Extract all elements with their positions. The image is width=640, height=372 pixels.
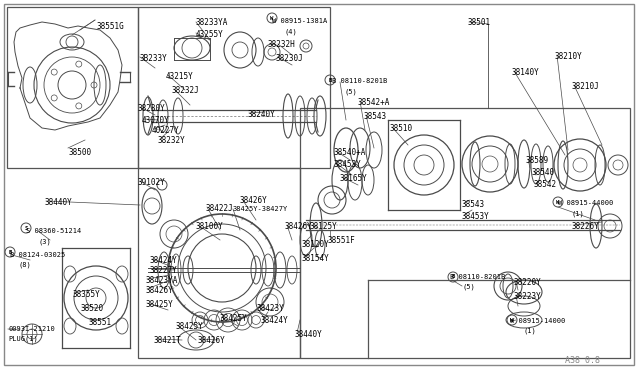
Text: W 08915-14000: W 08915-14000 xyxy=(510,318,565,324)
Text: W: W xyxy=(510,317,514,323)
Text: (1): (1) xyxy=(524,328,537,334)
Text: 38233YA: 38233YA xyxy=(196,18,228,27)
Text: 38210J: 38210J xyxy=(572,82,600,91)
Bar xyxy=(138,7,330,168)
Text: 38424Y: 38424Y xyxy=(150,256,178,265)
Text: 38453Y: 38453Y xyxy=(462,212,490,221)
Text: 38424Y: 38424Y xyxy=(261,316,289,325)
Text: 38426Y: 38426Y xyxy=(285,222,313,231)
Bar xyxy=(300,108,630,358)
Text: 38140Y: 38140Y xyxy=(512,68,540,77)
Text: 38540+A: 38540+A xyxy=(334,148,366,157)
Text: B 08110-8201B: B 08110-8201B xyxy=(450,274,505,280)
Text: B: B xyxy=(451,275,454,279)
Text: 38425Y: 38425Y xyxy=(175,322,203,331)
Text: 38440Y: 38440Y xyxy=(44,198,72,207)
Text: 38232Y: 38232Y xyxy=(158,136,186,145)
Text: 38426Y: 38426Y xyxy=(145,286,173,295)
Text: 43070Y: 43070Y xyxy=(142,116,170,125)
Text: 38510: 38510 xyxy=(390,124,413,133)
Text: 40227Y: 40227Y xyxy=(152,126,180,135)
Text: 3B233Y: 3B233Y xyxy=(140,54,168,63)
Text: 38227Y: 38227Y xyxy=(150,266,178,275)
Text: 38440Y: 38440Y xyxy=(295,330,323,339)
Text: 0093I-21210: 0093I-21210 xyxy=(8,326,55,332)
Text: W: W xyxy=(556,199,559,205)
Text: 38425Y: 38425Y xyxy=(220,314,248,323)
Text: 38154Y: 38154Y xyxy=(302,254,330,263)
Text: 38230Y: 38230Y xyxy=(138,104,166,113)
Text: 38501: 38501 xyxy=(468,18,491,27)
Text: 38422J: 38422J xyxy=(205,204,233,213)
Text: (5): (5) xyxy=(463,284,476,291)
Text: 38423Y: 38423Y xyxy=(257,304,285,313)
Text: (5): (5) xyxy=(345,88,358,94)
Text: 38500: 38500 xyxy=(68,148,91,157)
Text: 38226Y: 38226Y xyxy=(572,222,600,231)
Text: (8): (8) xyxy=(18,262,31,269)
Text: 38551: 38551 xyxy=(88,318,111,327)
Text: 38543: 38543 xyxy=(462,200,485,209)
Text: 38542+A: 38542+A xyxy=(358,98,390,107)
Text: W: W xyxy=(270,16,274,20)
Text: A38 0.8: A38 0.8 xyxy=(565,356,600,365)
Text: 38421T: 38421T xyxy=(154,336,182,345)
Text: W 08915-1381A: W 08915-1381A xyxy=(272,18,327,24)
Bar xyxy=(138,168,300,358)
Text: B: B xyxy=(8,250,12,254)
Text: S: S xyxy=(24,225,28,231)
Text: 38423YA: 38423YA xyxy=(145,276,177,285)
Text: 38223Y: 38223Y xyxy=(514,292,541,301)
Text: B 08110-8201B: B 08110-8201B xyxy=(332,78,387,84)
Text: 38220Y: 38220Y xyxy=(514,278,541,287)
Text: (4): (4) xyxy=(285,28,298,35)
Text: 38540: 38540 xyxy=(532,168,555,177)
Text: 38100Y: 38100Y xyxy=(196,222,224,231)
Text: B 08124-03025: B 08124-03025 xyxy=(10,252,65,258)
Text: 38551F: 38551F xyxy=(328,236,356,245)
Text: 38542: 38542 xyxy=(534,180,557,189)
Text: (3): (3) xyxy=(38,238,51,244)
Text: 43215Y: 43215Y xyxy=(166,72,194,81)
Text: 38355Y: 38355Y xyxy=(72,290,100,299)
Text: 43255Y: 43255Y xyxy=(196,30,224,39)
Text: 38426Y: 38426Y xyxy=(197,336,225,345)
Text: 38520: 38520 xyxy=(80,304,103,313)
Text: 38453Y: 38453Y xyxy=(334,160,362,169)
Text: 38232J: 38232J xyxy=(172,86,200,95)
Bar xyxy=(7,7,138,168)
Text: B: B xyxy=(328,77,332,83)
Text: (1): (1) xyxy=(572,210,585,217)
Text: 38426Y: 38426Y xyxy=(240,196,268,205)
Text: 38551G: 38551G xyxy=(96,22,124,31)
Text: 38543: 38543 xyxy=(364,112,387,121)
Text: W 08915-44000: W 08915-44000 xyxy=(558,200,613,206)
Text: 38120Y: 38120Y xyxy=(302,240,330,249)
Text: 38210Y: 38210Y xyxy=(555,52,583,61)
Text: 38232H: 38232H xyxy=(268,40,296,49)
Text: 39102Y: 39102Y xyxy=(138,178,166,187)
Text: 38125Y: 38125Y xyxy=(310,222,338,231)
Text: 38425Y: 38425Y xyxy=(145,300,173,309)
Text: 38230J: 38230J xyxy=(276,54,304,63)
Text: S 08360-51214: S 08360-51214 xyxy=(26,228,81,234)
Text: 38165Y: 38165Y xyxy=(340,174,368,183)
Text: 38425Y-38427Y: 38425Y-38427Y xyxy=(233,206,288,212)
Text: PLUG(1): PLUG(1) xyxy=(8,336,38,343)
Text: 38589: 38589 xyxy=(526,156,549,165)
Text: 38240Y: 38240Y xyxy=(247,110,275,119)
